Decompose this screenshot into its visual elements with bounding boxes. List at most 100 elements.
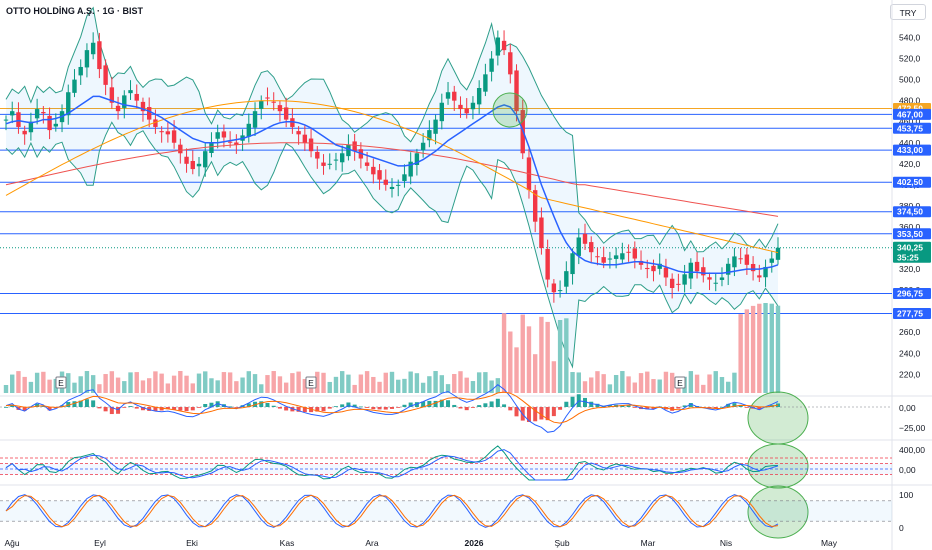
candle-body (146, 107, 152, 120)
candle-body (570, 253, 575, 275)
candle-body (165, 131, 171, 135)
candle-body (184, 156, 189, 164)
last-price-label: 340,25 (897, 243, 923, 253)
last-price-tag (893, 241, 931, 263)
y-tick-label: 440,0 (899, 138, 921, 148)
macd-histogram-bar (377, 407, 382, 410)
macd-histogram-bar (414, 402, 419, 407)
volume-bar (582, 381, 588, 393)
y-tick-label: 540,0 (899, 33, 921, 43)
macd-histogram-bar (271, 405, 276, 407)
macd-histogram-bar (60, 405, 65, 407)
volume-bar (265, 375, 270, 393)
candle-body (3, 119, 9, 121)
volume-bar (576, 372, 581, 393)
volume-bar (645, 371, 650, 393)
candle-body (402, 174, 407, 181)
volume-bar (445, 384, 451, 393)
macd-histogram-bar (470, 407, 475, 408)
candle-body (732, 256, 737, 268)
volume-bar (402, 378, 407, 393)
volume-bar (190, 383, 195, 393)
candle-body (669, 278, 675, 288)
candle-body (470, 102, 476, 110)
candle-body (638, 260, 644, 265)
x-tick-label: 2026 (465, 538, 484, 548)
candle-body (352, 141, 357, 152)
volume-bar (738, 314, 743, 393)
macd-histogram-bar (626, 405, 631, 407)
y-tick-label: 380,0 (899, 201, 921, 211)
earnings-marker-label: E (677, 378, 683, 388)
candle-body (333, 159, 339, 161)
volume-bar (651, 379, 656, 393)
candle-body (576, 237, 581, 256)
macd-histogram-bar (427, 400, 432, 407)
candle-body (221, 131, 227, 138)
candle-body (209, 142, 214, 153)
volume-bar (352, 384, 357, 393)
volume-bar (321, 372, 326, 393)
candle-body (234, 142, 239, 145)
macd-histogram-bar (757, 407, 762, 410)
volume-bar (601, 374, 606, 393)
candle-body (601, 257, 606, 263)
candle-body (757, 275, 762, 278)
candle-body (53, 123, 59, 127)
candle-body (464, 108, 469, 114)
volume-bar (464, 377, 469, 393)
bollinger-lower (5, 121, 779, 369)
macd-histogram-bar (421, 401, 426, 407)
candle-body (122, 95, 127, 108)
candle-body (744, 254, 750, 265)
macd-histogram-bar (22, 407, 27, 411)
macd-histogram-bar (583, 397, 587, 407)
macd-histogram-bar (284, 407, 289, 411)
macd-histogram-bar (327, 407, 332, 409)
candle-body (495, 37, 501, 56)
candle-body (607, 258, 613, 260)
volume-bar (732, 372, 737, 393)
macd-histogram-bar (539, 407, 544, 420)
macd-histogram-bar (651, 407, 656, 409)
level-tag-label: 353,50 (897, 229, 923, 239)
candle-body (252, 111, 258, 128)
volume-bar (364, 371, 370, 393)
macd-histogram-bar (78, 400, 83, 407)
candle-body (676, 283, 681, 285)
x-tick-label: Nis (720, 538, 732, 548)
candle-body (501, 40, 507, 51)
x-tick-label: Mar (641, 538, 656, 548)
macd-histogram-bar (103, 407, 108, 412)
pane-tick-label: 400,00 (899, 445, 925, 455)
y-tick-label: 420,0 (899, 159, 921, 169)
currency-button[interactable]: TRY (890, 4, 926, 20)
volume-bar (389, 371, 395, 393)
volume-bar (707, 374, 712, 393)
macd-signal-line (5, 391, 779, 424)
macd-histogram-bar (682, 405, 687, 407)
macd-histogram-bar (4, 407, 8, 408)
macd-histogram-bar (340, 404, 345, 407)
highlight-circle (747, 391, 809, 445)
candle-body (339, 153, 345, 163)
volume-bar (620, 371, 625, 393)
highlight-circle (747, 485, 809, 539)
candle-body (346, 144, 351, 157)
macd-histogram-bar (688, 403, 693, 407)
volume-bar (22, 376, 27, 393)
earnings-marker-label: E (308, 378, 314, 388)
volume-bar (669, 372, 675, 393)
candle-body (725, 263, 731, 275)
y-tick-label: 360,0 (899, 222, 921, 232)
macd-histogram-bar (302, 407, 307, 413)
macd-histogram-bar (489, 401, 494, 407)
macd-histogram-bar (116, 407, 121, 414)
candle-body (109, 87, 115, 103)
candle-body (321, 162, 326, 166)
x-tick-label: Şub (554, 538, 569, 548)
candle-body (383, 179, 388, 185)
macd-histogram-bar (632, 407, 637, 408)
volume-bar (701, 384, 706, 393)
